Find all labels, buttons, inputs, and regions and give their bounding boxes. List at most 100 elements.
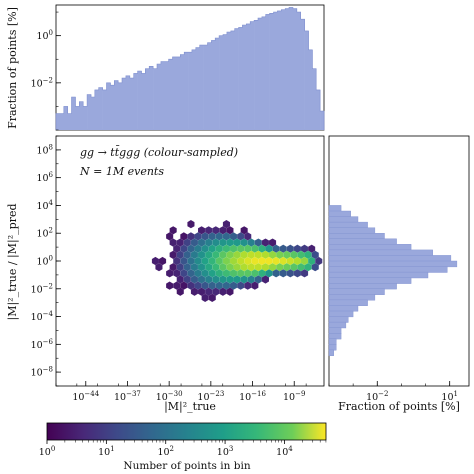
right-histogram-bar xyxy=(328,271,429,279)
top-histogram-bar xyxy=(219,35,224,131)
top-histogram-bar xyxy=(211,40,216,130)
main-y-ticks: 10−8 10−6 10−4 10−2 100 102 104 106 108 xyxy=(31,135,61,387)
hexbin-cell xyxy=(187,219,195,229)
right-histogram-bar xyxy=(328,333,342,340)
colorbar-label: Number of points in bin xyxy=(123,460,250,472)
top-histogram-bar xyxy=(125,75,131,130)
main-y-tick-label: 10−4 xyxy=(31,310,54,323)
top-histogram-bar xyxy=(106,82,111,130)
top-histogram-bar xyxy=(149,66,154,130)
right-histogram-bar xyxy=(328,283,397,290)
top-histogram-bar xyxy=(137,71,142,130)
right-histogram-bar xyxy=(328,349,335,356)
right-histogram-bar xyxy=(328,227,376,234)
colorbar-tick-label: 104 xyxy=(276,445,293,458)
hexbin-cell xyxy=(261,275,270,284)
right-histogram-bar xyxy=(328,232,385,240)
right-histogram-bar xyxy=(328,255,452,262)
top-histogram-y-ticks: 100 10−2 xyxy=(31,11,61,131)
right-histogram: 10−2 101 Fraction of points [%] xyxy=(328,135,470,413)
right-histogram-bar xyxy=(328,321,347,329)
top-histogram-bar xyxy=(188,52,193,131)
main-y-tick-label: 10−8 xyxy=(31,366,53,379)
top-histogram-bar xyxy=(238,27,243,130)
top-histogram-bar xyxy=(234,28,239,131)
top-histogram-bar xyxy=(168,59,173,131)
main-x-tick-label: 10−23 xyxy=(197,390,224,403)
right-histogram-bar xyxy=(328,238,397,245)
top-histogram-bar xyxy=(316,89,321,130)
main-x-tick-label: 10−37 xyxy=(114,390,141,403)
hexbin-cell xyxy=(155,262,163,272)
right-histogram-bar xyxy=(328,221,368,229)
top-histogram-bar xyxy=(79,101,84,130)
hexbin-cell xyxy=(251,281,259,290)
top-histogram-bar xyxy=(133,73,138,130)
right-histogram-bar xyxy=(328,260,458,268)
main-x-tick-label: 10−9 xyxy=(283,390,305,403)
right-histogram-bar xyxy=(328,316,349,323)
top-histogram-bar xyxy=(83,106,88,130)
right-histogram-bar xyxy=(328,288,385,295)
top-y-tick-label: 100 xyxy=(36,29,53,42)
right-histogram-bar xyxy=(328,205,342,212)
right-histogram-bar xyxy=(328,327,342,334)
top-histogram-bar xyxy=(261,16,267,130)
colorbar: 100 101 102 103 104 Number of points in bin xyxy=(39,422,327,472)
main-y-tick-label: 102 xyxy=(36,227,53,240)
right-histogram-bar xyxy=(328,294,376,301)
right-x-tick-label: 101 xyxy=(441,390,458,403)
main-x-tick-label: 10−44 xyxy=(72,390,99,403)
top-histogram-bar xyxy=(98,87,103,130)
main-y-tick-label: 104 xyxy=(36,199,53,212)
top-histogram-bar xyxy=(304,30,309,130)
main-y-tick-label: 106 xyxy=(36,171,53,184)
top-histogram-bar xyxy=(75,106,80,130)
top-histogram-bar xyxy=(277,10,282,130)
top-histogram-outline xyxy=(55,7,325,130)
right-histogram-bar xyxy=(328,249,434,256)
top-histogram-bar xyxy=(269,13,274,130)
top-histogram-bar xyxy=(281,9,286,131)
main-x-tick-label: 10−16 xyxy=(239,390,266,403)
right-histogram-bar xyxy=(328,310,354,318)
top-histogram-bar xyxy=(320,111,325,130)
top-histogram-bar xyxy=(118,82,123,130)
top-histogram-bar xyxy=(300,19,305,131)
top-histogram-bar xyxy=(312,68,317,130)
top-histogram-bar xyxy=(145,68,150,130)
top-histogram-bar xyxy=(230,30,235,130)
top-histogram-bar xyxy=(184,52,189,131)
top-histogram-bar xyxy=(308,49,313,130)
main-xlabel: |M|²_true xyxy=(164,400,216,414)
hexbin-cell xyxy=(165,281,174,290)
right-histogram-bar xyxy=(328,216,359,223)
top-histogram-bar xyxy=(289,7,294,130)
top-histogram-bar xyxy=(91,97,96,130)
top-histogram-bar xyxy=(254,20,259,130)
hexbin-cell xyxy=(176,287,184,297)
top-histogram-bar xyxy=(87,94,92,130)
hexbin-cells xyxy=(151,219,323,303)
main-annotation-process: gg → tt̄ggg (colour-sampled) xyxy=(80,146,238,159)
top-histogram-bar xyxy=(258,18,263,130)
colorbar-tick-label: 102 xyxy=(157,445,174,458)
main-y-tick-label: 10−2 xyxy=(31,282,53,295)
top-histogram-bar xyxy=(94,89,99,130)
top-histogram-bar xyxy=(122,78,127,130)
right-histogram-xlabel: Fraction of points [%] xyxy=(338,400,460,413)
top-histogram-bar xyxy=(153,68,158,130)
colorbar-tick-label: 101 xyxy=(98,445,115,458)
right-histogram-bar xyxy=(328,305,359,312)
right-histogram-bars xyxy=(328,205,458,356)
right-histogram-bar xyxy=(328,338,337,345)
right-histogram-bar xyxy=(328,344,337,351)
right-x-tick-label: 10−2 xyxy=(366,390,388,403)
right-histogram-bar xyxy=(328,266,448,273)
top-y-tick-label: 10−2 xyxy=(31,76,53,89)
right-histogram-bar xyxy=(328,277,412,284)
top-histogram-bar xyxy=(285,8,290,130)
colorbar-tick-label: 100 xyxy=(39,445,56,458)
right-histogram-bar xyxy=(328,299,368,306)
